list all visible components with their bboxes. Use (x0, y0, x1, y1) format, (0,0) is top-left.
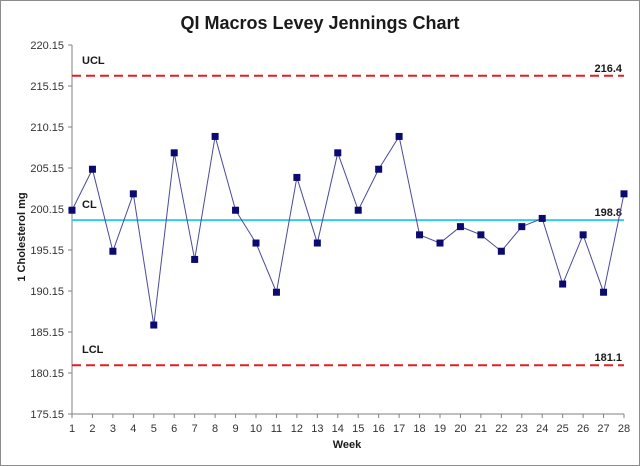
y-tick-label: 195.15 (30, 245, 64, 257)
x-tick-label: 20 (454, 423, 466, 435)
x-tick-label: 27 (597, 423, 609, 435)
x-tick-label: 12 (291, 423, 303, 435)
x-tick-label: 4 (130, 423, 136, 435)
data-point (334, 149, 342, 157)
y-tick-label: 220.15 (30, 40, 64, 52)
x-tick-label: 18 (413, 423, 425, 435)
y-tick-label: 190.15 (30, 286, 64, 298)
data-point (436, 239, 444, 247)
x-tick-label: 24 (536, 423, 548, 435)
y-tick-label: 205.15 (30, 163, 64, 175)
x-tick-label: 1 (69, 423, 75, 435)
data-point (272, 288, 280, 296)
ucl-label: UCL (82, 55, 105, 67)
x-tick-label: 7 (192, 423, 198, 435)
x-tick-label: 11 (271, 423, 282, 435)
data-point (538, 214, 546, 222)
x-tick-label: 9 (232, 423, 238, 435)
data-point (68, 206, 76, 214)
data-point (620, 190, 628, 198)
data-point (579, 231, 587, 239)
x-tick-label: 16 (373, 423, 385, 435)
x-tick-label: 13 (311, 423, 323, 435)
cl-value-label: 198.8 (594, 207, 622, 219)
plot-area: 175.15 180.15 185.15 190.15 195.15 200.15 205.… (30, 40, 630, 435)
data-point (129, 190, 137, 198)
x-tick-label: 26 (577, 423, 589, 435)
data-point (252, 239, 260, 247)
data-point (191, 255, 199, 263)
x-tick-label: 28 (618, 423, 630, 435)
x-tick-label: 23 (516, 423, 528, 435)
chart-title: QI Macros Levey Jennings Chart (180, 13, 459, 33)
x-tick-label: 19 (434, 423, 446, 435)
y-tick-label: 175.15 (30, 409, 64, 421)
y-tick-label: 210.15 (30, 122, 64, 134)
y-axis-label: 1 Cholesterol mg (16, 192, 28, 281)
x-tick-label: 3 (110, 423, 116, 435)
x-tick-label: 8 (212, 423, 218, 435)
data-point (518, 223, 526, 231)
data-point (497, 247, 505, 255)
data-point (477, 231, 485, 239)
data-point (354, 206, 362, 214)
y-tick-label: 185.15 (30, 327, 64, 339)
x-tick-label: 10 (250, 423, 262, 435)
ucl-value-label: 216.4 (594, 63, 622, 75)
x-tick-label: 15 (352, 423, 364, 435)
x-tick-label: 25 (557, 423, 569, 435)
y-tick-label: 215.15 (30, 81, 64, 93)
data-point (395, 132, 403, 140)
x-tick-label: 6 (171, 423, 177, 435)
x-tick-label: 2 (89, 423, 95, 435)
data-point (559, 280, 567, 288)
x-tick-label: 5 (151, 423, 157, 435)
lcl-value-label: 181.1 (594, 352, 622, 364)
data-point (170, 149, 178, 157)
data-point (211, 132, 219, 140)
x-axis-label: Week (333, 439, 362, 451)
data-point (109, 247, 117, 255)
y-tick-label: 200.15 (30, 204, 64, 216)
data-point (456, 223, 464, 231)
data-point (375, 165, 383, 173)
data-point (313, 239, 321, 247)
x-tick-label: 21 (475, 423, 487, 435)
x-tick-label: 22 (495, 423, 507, 435)
x-tick-label: 17 (393, 423, 405, 435)
data-point (88, 165, 96, 173)
x-tick-label: 14 (332, 423, 344, 435)
data-point (600, 288, 608, 296)
data-point (416, 231, 424, 239)
cl-label: CL (82, 199, 97, 211)
lcl-label: LCL (82, 344, 104, 356)
data-point (150, 321, 158, 329)
series-line (71, 135, 625, 326)
y-tick-label: 180.15 (30, 368, 64, 380)
data-point (293, 173, 301, 181)
data-point (232, 206, 240, 214)
